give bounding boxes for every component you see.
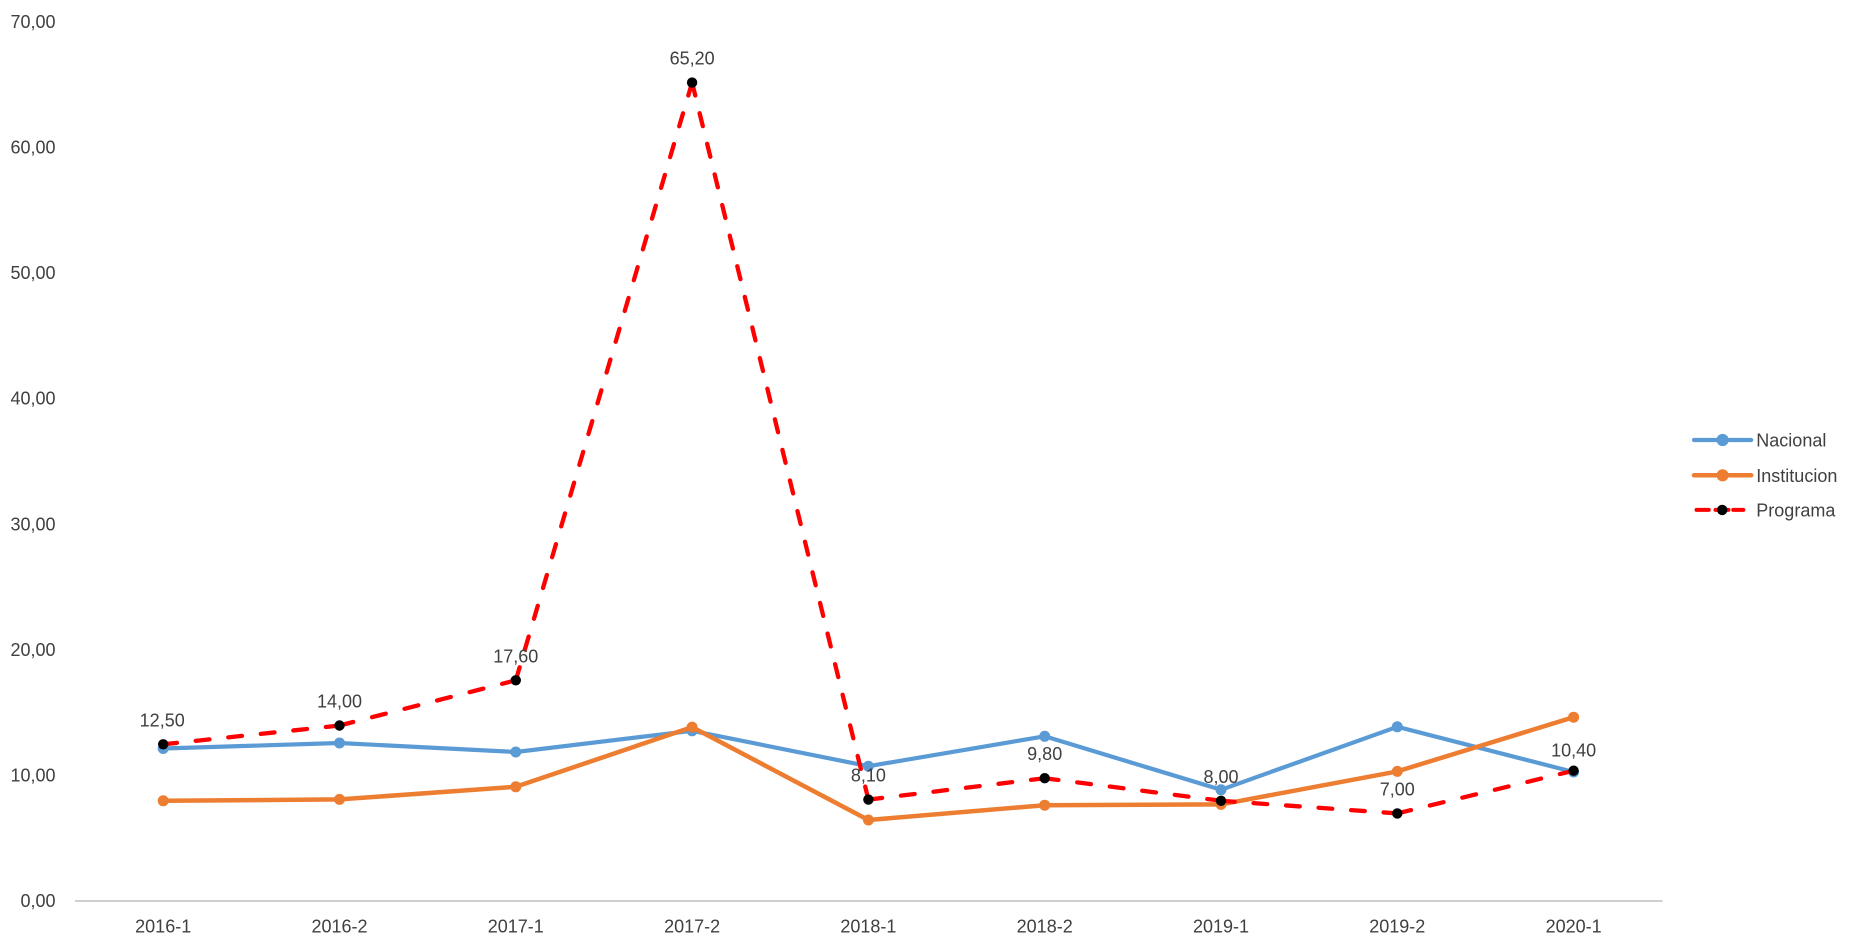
svg-text:0,00: 0,00 xyxy=(20,891,55,911)
svg-text:14,00: 14,00 xyxy=(317,692,362,712)
svg-text:2019-1: 2019-1 xyxy=(1193,917,1249,937)
svg-text:70,00: 70,00 xyxy=(10,12,55,32)
svg-text:20,00: 20,00 xyxy=(10,640,55,660)
svg-text:2019-2: 2019-2 xyxy=(1369,917,1425,937)
svg-text:8,00: 8,00 xyxy=(1203,767,1238,787)
svg-text:Institucion: Institucion xyxy=(1756,466,1837,486)
svg-text:2020-1: 2020-1 xyxy=(1546,917,1602,937)
svg-text:2017-2: 2017-2 xyxy=(664,917,720,937)
svg-text:7,00: 7,00 xyxy=(1380,779,1415,799)
svg-text:2018-2: 2018-2 xyxy=(1017,917,1073,937)
svg-text:10,00: 10,00 xyxy=(10,765,55,785)
svg-text:10,40: 10,40 xyxy=(1551,741,1596,761)
svg-text:30,00: 30,00 xyxy=(10,514,55,534)
svg-text:2017-1: 2017-1 xyxy=(488,917,544,937)
svg-text:40,00: 40,00 xyxy=(10,389,55,409)
svg-text:65,20: 65,20 xyxy=(670,48,715,68)
svg-text:17,60: 17,60 xyxy=(493,646,538,666)
svg-text:9,80: 9,80 xyxy=(1027,744,1062,764)
svg-text:2016-1: 2016-1 xyxy=(135,917,191,937)
svg-text:Nacional: Nacional xyxy=(1756,431,1826,451)
svg-text:8,10: 8,10 xyxy=(851,766,886,786)
svg-text:50,00: 50,00 xyxy=(10,263,55,283)
svg-text:60,00: 60,00 xyxy=(10,138,55,158)
svg-text:2018-1: 2018-1 xyxy=(840,917,896,937)
svg-text:12,50: 12,50 xyxy=(140,710,185,730)
svg-text:2016-2: 2016-2 xyxy=(311,917,367,937)
svg-text:Programa: Programa xyxy=(1756,501,1836,521)
